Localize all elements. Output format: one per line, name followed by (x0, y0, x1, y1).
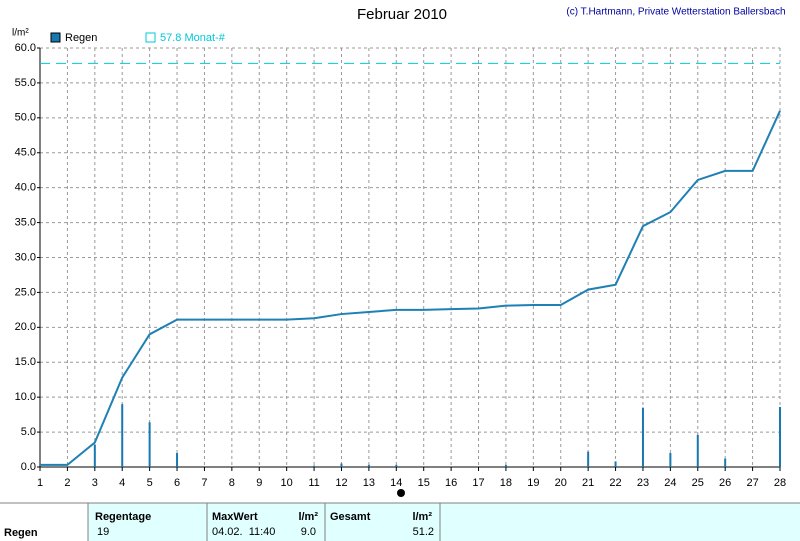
x-tick-label: 15 (418, 477, 430, 489)
x-tick-label: 12 (335, 477, 347, 489)
table-value: 04.02. 11:40 (212, 526, 275, 538)
y-tick-label: 55.0 (15, 77, 36, 89)
x-tick-label: 14 (390, 477, 402, 489)
y-tick-label: 60.0 (15, 42, 36, 54)
bar (587, 451, 590, 467)
table-value: 19 (97, 526, 109, 538)
table-label-cell (0, 503, 88, 541)
bar (148, 422, 151, 467)
bar (669, 453, 672, 467)
x-tick-label: 19 (527, 477, 539, 489)
legend-swatch (50, 32, 61, 43)
x-tick-label: 23 (637, 477, 649, 489)
bar (614, 461, 617, 467)
table-row-label: Regen (4, 527, 38, 539)
x-tick-label: 20 (555, 477, 567, 489)
x-tick-label: 24 (664, 477, 676, 489)
table-value: 9.0 (301, 526, 316, 538)
x-tick-label: 7 (201, 477, 207, 489)
cursor-marker (397, 489, 405, 497)
bar (93, 444, 96, 467)
table-bg (0, 503, 800, 541)
table-unit: l/m² (412, 511, 432, 523)
y-tick-label: 45.0 (15, 147, 36, 159)
x-tick-label: 3 (92, 477, 98, 489)
y-tick-label: 30.0 (15, 251, 36, 263)
bar (176, 453, 179, 467)
x-tick-label: 6 (174, 477, 180, 489)
y-tick-label: 10.0 (15, 391, 36, 403)
x-tick-label: 17 (472, 477, 484, 489)
legend-label: 57.8 Monat-# (160, 32, 226, 44)
y-tick-label: 5.0 (21, 426, 36, 438)
x-tick-label: 16 (445, 477, 457, 489)
y-tick-label: 50.0 (15, 112, 36, 124)
bar (395, 464, 398, 467)
table-header: Regentage (95, 511, 151, 523)
x-tick-label: 4 (119, 477, 125, 489)
x-tick-label: 8 (229, 477, 235, 489)
y-tick-label: 15.0 (15, 356, 36, 368)
x-tick-label: 10 (281, 477, 293, 489)
x-tick-label: 5 (147, 477, 153, 489)
x-tick-label: 1 (37, 477, 43, 489)
legend-label: Regen (65, 32, 97, 44)
y-tick-label: 0.0 (21, 461, 36, 473)
x-tick-label: 26 (719, 477, 731, 489)
x-tick-label: 27 (746, 477, 758, 489)
y-tick-label: 25.0 (15, 286, 36, 298)
bar (779, 406, 781, 467)
bar (724, 458, 727, 467)
table-header: Gesamt (330, 511, 371, 523)
bar (313, 465, 316, 467)
x-tick-label: 28 (774, 477, 786, 489)
bar (696, 434, 699, 467)
x-tick-label: 13 (363, 477, 375, 489)
bar (504, 464, 507, 467)
legend-swatch (145, 32, 156, 43)
x-tick-label: 2 (64, 477, 70, 489)
y-tick-label: 20.0 (15, 321, 36, 333)
table-value: 51.2 (413, 526, 434, 538)
bar (340, 463, 343, 467)
table-unit: l/m² (298, 511, 318, 523)
credit: (c) T.Hartmann, Private Wetterstation Ba… (566, 7, 785, 18)
table-header: MaxWert (212, 511, 258, 523)
x-tick-label: 25 (692, 477, 704, 489)
bar (367, 464, 370, 467)
y-axis-label: l/m² (12, 28, 29, 39)
chart-title: Februar 2010 (357, 6, 447, 23)
y-tick-label: 40.0 (15, 182, 36, 194)
bar (641, 407, 644, 467)
x-tick-label: 22 (609, 477, 621, 489)
x-tick-label: 9 (256, 477, 262, 489)
x-tick-label: 11 (308, 477, 319, 489)
y-tick-label: 35.0 (15, 216, 36, 228)
x-tick-label: 21 (582, 477, 594, 489)
cumulative-line (40, 110, 781, 466)
x-tick-label: 18 (500, 477, 512, 489)
bar (121, 404, 124, 467)
